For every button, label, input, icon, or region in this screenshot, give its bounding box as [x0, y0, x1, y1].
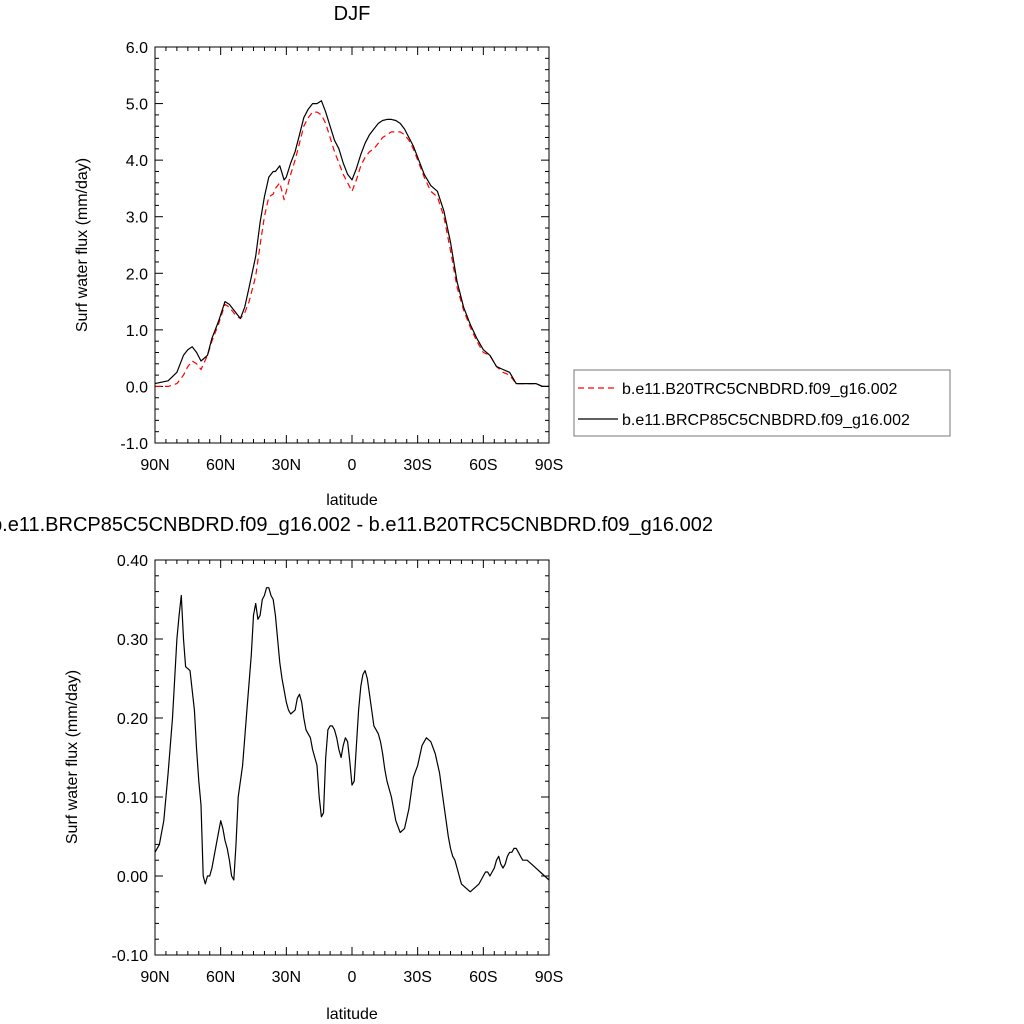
- legend-label-series-2: b.e11.BRCP85C5CNBDRD.f09_g16.002: [622, 412, 910, 429]
- bottom-x-axis-label: latitude: [326, 1006, 378, 1023]
- bottom-y-tick-label: 0.40: [117, 553, 148, 570]
- bottom-panel: b.e11.BRCP85C5CNBDRD.f09_g16.002 - b.e11…: [0, 514, 713, 1023]
- bottom-plot-frame: [154, 559, 550, 956]
- top-y-tick-label: 0.0: [126, 379, 148, 396]
- bottom-chart-title: b.e11.BRCP85C5CNBDRD.f09_g16.002 - b.e11…: [0, 514, 713, 536]
- top-series-lines: [154, 100, 549, 387]
- top-chart-title: DJF: [334, 3, 371, 25]
- top-x-axis-label: latitude: [326, 492, 378, 509]
- top-y-tick-label: 3.0: [126, 210, 148, 227]
- bottom-x-tick-label: 60N: [206, 969, 235, 986]
- bottom-x-tick-label: 60S: [469, 969, 497, 986]
- top-y-tick-label: -1.0: [120, 436, 148, 453]
- top-y-tick-label: 2.0: [126, 266, 148, 283]
- bottom-y-tick-label: -0.10: [112, 948, 149, 965]
- bottom-x-tick-label: 0: [348, 969, 357, 986]
- top-x-tick-label: 90S: [535, 457, 563, 474]
- bottom-series-line-1: [154, 587, 550, 893]
- bottom-y-tick-label: 0.30: [117, 632, 148, 649]
- top-y-tick-label: 4.0: [126, 153, 148, 170]
- top-x-tick-label: 0: [348, 457, 357, 474]
- top-axis-ticks: 90N 60N 30N 0 30S 60S 90S -1.0 0.0 1.0 2.0 3.0 4.0 5.…: [120, 40, 563, 474]
- bottom-x-tick-label: 90N: [140, 969, 169, 986]
- top-y-tick-label: 6.0: [126, 40, 148, 57]
- bottom-x-tick-label: 30N: [272, 969, 301, 986]
- top-x-tick-label: 30S: [403, 457, 431, 474]
- top-x-tick-label: 60S: [469, 457, 497, 474]
- legend-label-series-1: b.e11.B20TRC5CNBDRD.f09_g16.002: [622, 381, 898, 398]
- top-plot-frame: [154, 46, 550, 444]
- bottom-y-axis-label: Surf water flux (mm/day): [64, 670, 81, 844]
- bottom-axis-ticks: 90N 60N 30N 0 30S 60S 90S -0.10 0.00 0.10 0.20 0.30…: [112, 553, 564, 986]
- top-y-tick-label: 5.0: [126, 97, 148, 114]
- bottom-x-tick-label: 30S: [403, 969, 431, 986]
- top-x-tick-label: 30N: [272, 457, 301, 474]
- top-x-tick-label: 90N: [140, 457, 169, 474]
- legend: b.e11.B20TRC5CNBDRD.f09_g16.002 b.e11.BR…: [573, 369, 951, 437]
- bottom-y-tick-label: 0.10: [117, 790, 148, 807]
- top-panel: DJF 90N 60N 30N 0 30S 60S 90S -1.0 0.0 1.0 2.0 3.0 4…: [74, 3, 951, 509]
- bottom-y-tick-label: 0.00: [117, 869, 148, 886]
- bottom-series-lines: [154, 587, 550, 893]
- top-x-tick-label: 60N: [206, 457, 235, 474]
- top-y-tick-label: 1.0: [126, 323, 148, 340]
- top-series-line-1: [155, 111, 549, 387]
- legend-box: [573, 369, 951, 437]
- top-series-line-2: [154, 100, 549, 387]
- bottom-x-tick-label: 90S: [535, 969, 563, 986]
- top-y-axis-label: Surf water flux (mm/day): [74, 158, 91, 332]
- bottom-y-tick-label: 0.20: [117, 711, 148, 728]
